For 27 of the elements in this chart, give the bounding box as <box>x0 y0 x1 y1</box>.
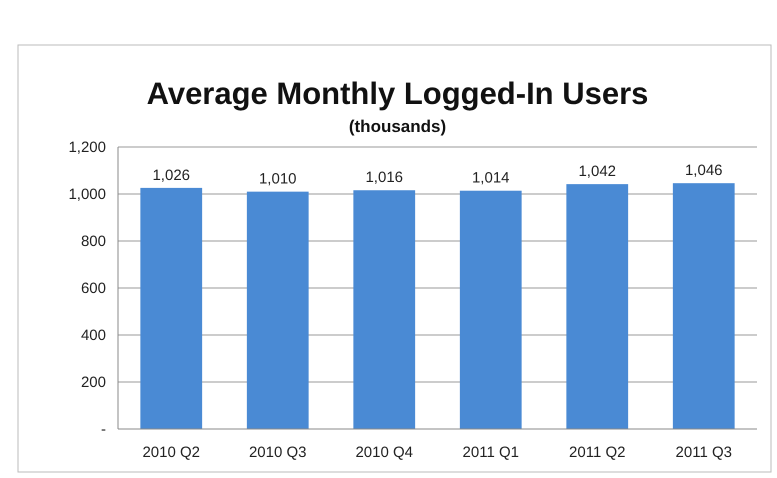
data-label: 1,046 <box>684 162 723 180</box>
bar <box>460 190 522 429</box>
bar <box>246 192 309 429</box>
data-label: 1,014 <box>472 170 510 187</box>
x-tick-label: 2011 Q2 <box>569 444 626 461</box>
y-tick-label: 800 <box>80 233 106 250</box>
bar <box>353 190 416 429</box>
bar <box>566 184 628 429</box>
data-label: 1,010 <box>258 170 297 188</box>
bar <box>140 188 202 429</box>
data-label: 1,042 <box>578 163 616 180</box>
x-tick-label: 2010 Q4 <box>355 444 414 461</box>
y-tick-label: 1,200 <box>68 139 106 156</box>
bar <box>672 183 735 429</box>
chart-title: Average Monthly Logged-In Users <box>146 76 648 111</box>
x-tick-label: 2010 Q3 <box>248 444 307 461</box>
y-tick-label: 600 <box>80 280 106 297</box>
x-tick-label: 2010 Q2 <box>142 444 200 461</box>
data-label: 1,016 <box>365 169 404 186</box>
y-tick-label: 400 <box>80 327 106 344</box>
x-tick-label: 2011 Q1 <box>462 444 519 461</box>
chart-subtitle: (thousands) <box>348 117 446 136</box>
data-label: 1,026 <box>152 166 190 184</box>
x-tick-label: 2011 Q3 <box>676 444 732 461</box>
y-tick-label: 1,000 <box>68 186 106 203</box>
y-tick-label: - <box>101 421 106 438</box>
y-tick-label: 200 <box>80 374 106 391</box>
